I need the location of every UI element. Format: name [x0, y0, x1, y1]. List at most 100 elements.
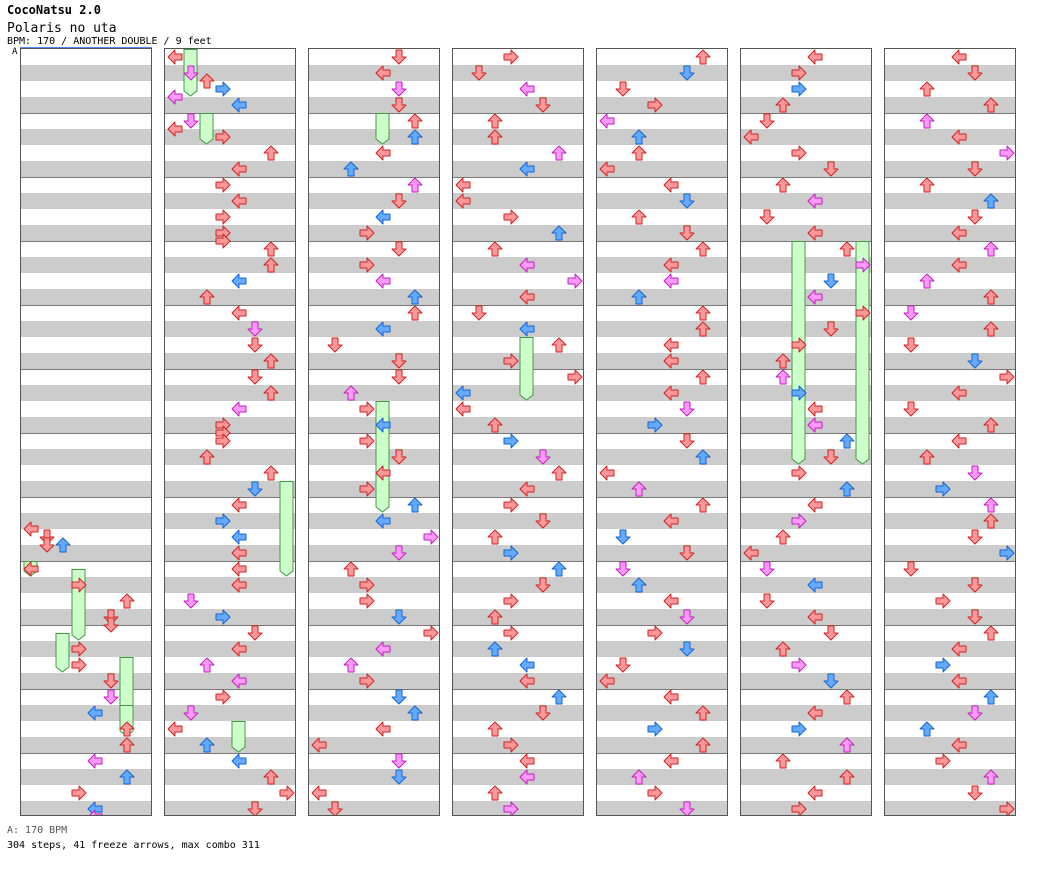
- step-arrow-P1-up: [487, 129, 503, 145]
- step-arrow-P2-up: [695, 737, 711, 753]
- freeze-arrow: [279, 481, 294, 577]
- step-arrow-P1-down: [903, 401, 919, 417]
- step-arrow-P2-up: [983, 289, 999, 305]
- step-arrow-P1-left: [311, 785, 327, 801]
- beat-band: [885, 193, 1015, 209]
- step-arrow-P1-right: [71, 577, 87, 593]
- step-arrow-P1-up: [775, 641, 791, 657]
- step-arrow-P1-right: [71, 657, 87, 673]
- step-arrow-P1-right: [791, 81, 807, 97]
- beat-band: [741, 225, 871, 241]
- freeze-arrow: [199, 113, 214, 145]
- beat-band: [885, 129, 1015, 145]
- beat-band: [21, 609, 151, 625]
- step-arrow-P1-right: [791, 337, 807, 353]
- step-arrow-P1-right: [71, 641, 87, 657]
- beat-band: [741, 545, 871, 561]
- step-arrow-P2-left: [951, 737, 967, 753]
- beat-band: [165, 481, 295, 497]
- beat-band: [885, 385, 1015, 401]
- step-arrow-P1-down: [615, 561, 631, 577]
- beat-band: [309, 545, 439, 561]
- measure-line: [165, 113, 295, 114]
- step-arrow-P2-left: [663, 385, 679, 401]
- step-arrow-P2-up: [407, 129, 423, 145]
- measure-line: [309, 305, 439, 306]
- freeze-arrow: [231, 721, 246, 753]
- step-arrow-P2-down: [967, 353, 983, 369]
- step-arrow-P2-left: [231, 97, 247, 113]
- step-arrow-P2-up: [263, 257, 279, 273]
- step-arrow-P2-up: [983, 689, 999, 705]
- beat-band: [597, 801, 727, 815]
- beat-band: [597, 225, 727, 241]
- beat-band: [165, 97, 295, 113]
- step-arrow-P2-left: [375, 417, 391, 433]
- chart-column: [884, 48, 1016, 816]
- beat-band: [309, 769, 439, 785]
- beat-band: [21, 801, 151, 815]
- beat-band: [453, 481, 583, 497]
- step-arrow-P1-up: [487, 641, 503, 657]
- step-arrow-P1-down: [615, 657, 631, 673]
- step-arrow-P2-left: [519, 753, 535, 769]
- step-arrow-P1-left: [23, 561, 39, 577]
- step-arrow-P1-up: [919, 177, 935, 193]
- step-arrow-P2-left: [663, 337, 679, 353]
- step-arrow-P1-left: [599, 465, 615, 481]
- step-arrow-P1-right: [503, 545, 519, 561]
- step-arrow-P2-up: [839, 737, 855, 753]
- measure-line: [741, 369, 871, 370]
- step-arrow-P1-left: [599, 161, 615, 177]
- step-arrow-P2-left: [663, 593, 679, 609]
- beat-band: [21, 705, 151, 721]
- measure-line: [21, 625, 151, 626]
- beat-band: [453, 161, 583, 177]
- step-arrow-P1-right: [647, 97, 663, 113]
- measure-line: [741, 561, 871, 562]
- beat-band: [165, 673, 295, 689]
- measure-line: [453, 625, 583, 626]
- step-arrow-P2-down: [679, 401, 695, 417]
- beat-band: [741, 577, 871, 593]
- step-arrow-P2-up: [695, 449, 711, 465]
- step-arrow-P2-left: [807, 225, 823, 241]
- beat-band: [885, 545, 1015, 561]
- beat-band: [741, 705, 871, 721]
- step-arrow-P1-down: [327, 801, 343, 815]
- step-arrow-P2-down: [391, 769, 407, 785]
- freeze-arrow: [519, 337, 534, 401]
- measure-line: [741, 625, 871, 626]
- step-arrow-P2-up: [407, 113, 423, 129]
- measure-line: [885, 305, 1015, 306]
- measure-line: [21, 369, 151, 370]
- step-arrow-P2-left: [807, 289, 823, 305]
- step-arrow-P2-left: [231, 753, 247, 769]
- measure-line: [309, 369, 439, 370]
- step-arrow-P2-up: [407, 177, 423, 193]
- beat-band: [21, 97, 151, 113]
- beat-band: [309, 737, 439, 753]
- beat-band: [597, 577, 727, 593]
- beat-band: [885, 705, 1015, 721]
- beat-band: [741, 257, 871, 273]
- beat-band: [597, 161, 727, 177]
- step-arrow-P2-left: [519, 161, 535, 177]
- step-arrow-P2-right: [999, 369, 1015, 385]
- beat-band: [885, 161, 1015, 177]
- beat-band: [597, 481, 727, 497]
- song-title: Polaris no uta: [7, 21, 117, 36]
- step-arrow-P1-up: [631, 129, 647, 145]
- step-arrow-P2-down: [391, 449, 407, 465]
- measure-line: [165, 625, 295, 626]
- step-arrow-P2-down: [679, 225, 695, 241]
- beat-band: [741, 609, 871, 625]
- step-arrow-P1-up: [487, 529, 503, 545]
- beat-band: [309, 65, 439, 81]
- bpm-legend: A: 170 BPM: [7, 825, 68, 836]
- beat-band: [597, 65, 727, 81]
- step-arrow-P2-up: [983, 241, 999, 257]
- step-arrow-P1-right: [791, 513, 807, 529]
- measure-line: [597, 497, 727, 498]
- app-title: CocoNatsu 2.0: [7, 3, 101, 17]
